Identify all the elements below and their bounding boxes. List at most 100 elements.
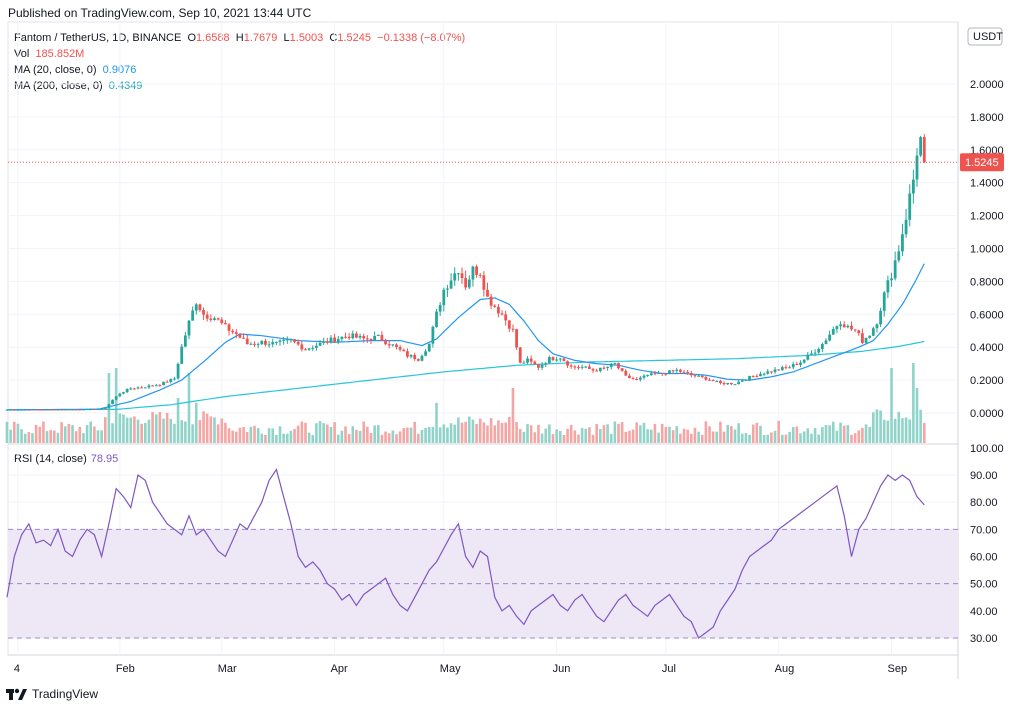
- volume-row[interactable]: Vol 185.852M: [14, 46, 465, 62]
- candle-body: [27, 409, 31, 411]
- candle-body: [540, 364, 544, 368]
- ma200-value: 0.4349: [108, 80, 143, 92]
- open-label: O: [187, 32, 196, 44]
- footer[interactable]: TradingView: [6, 687, 98, 701]
- volume-bar: [315, 423, 318, 443]
- candle-body: [770, 371, 773, 373]
- candle-body: [16, 409, 20, 411]
- ma20-row[interactable]: MA (20, close, 0) 0.9076: [14, 62, 465, 78]
- volume-bar: [362, 421, 366, 443]
- volume-bar: [457, 417, 460, 443]
- volume-bar: [373, 425, 376, 443]
- volume-bar: [100, 430, 103, 443]
- volume-bar: [628, 430, 631, 443]
- candle-body: [522, 362, 526, 364]
- volume-bar: [9, 429, 12, 443]
- volume-bar: [93, 426, 96, 443]
- volume-bar: [726, 424, 730, 443]
- ma200-row[interactable]: MA (200, close, 0) 0.4349: [14, 78, 465, 94]
- time-tick-label: Aug: [775, 663, 795, 675]
- volume-bar: [180, 420, 184, 443]
- volume-bar: [719, 421, 722, 443]
- axes: 2.0000 1.8000 1.6000 1.4000 1.2000 1.0000 0.80…: [8, 27, 1004, 675]
- candle-body: [609, 363, 613, 367]
- symbol-title[interactable]: Fantom / TetherUS, 1D, BINANCE: [14, 32, 182, 44]
- volume-bar: [366, 426, 369, 443]
- candle-body: [329, 337, 333, 343]
- volume-bar: [417, 433, 420, 443]
- time-tick-label: 4: [14, 663, 20, 675]
- candle-body: [733, 384, 737, 386]
- candle-body: [569, 365, 573, 367]
- candle-body: [624, 370, 628, 376]
- candle-body: [169, 378, 173, 382]
- candle-body: [60, 409, 63, 411]
- time-tick-label: Sep: [888, 663, 908, 675]
- volume-bar: [617, 423, 620, 443]
- volume-bar: [620, 421, 624, 443]
- candle-body: [577, 367, 580, 369]
- volume-bar: [584, 428, 588, 443]
- candle-body: [886, 280, 890, 293]
- candle-body: [431, 326, 435, 344]
- volume-bar: [733, 429, 737, 443]
- candle-body: [289, 339, 293, 341]
- volume-bar: [238, 427, 242, 443]
- candle-body: [318, 342, 322, 346]
- candle-body: [817, 348, 821, 353]
- candle-body: [103, 408, 107, 410]
- volume-bar: [307, 432, 311, 443]
- volume-bar: [540, 433, 544, 443]
- ma20-label: MA (20, close, 0): [14, 64, 97, 76]
- volume-bar: [671, 430, 675, 443]
- candle-body: [831, 329, 835, 335]
- candle-body: [162, 381, 165, 386]
- volume-bar: [340, 430, 344, 443]
- candle-body: [264, 340, 267, 345]
- volume-bar: [413, 421, 416, 443]
- volume-bar: [915, 388, 919, 443]
- volume-bar: [438, 427, 442, 443]
- volume-bar: [169, 418, 173, 443]
- volume-bar: [282, 433, 285, 443]
- candle-body: [791, 364, 795, 368]
- volume-bar: [508, 416, 511, 443]
- volume-bar: [522, 431, 526, 443]
- candle-body: [406, 351, 409, 357]
- candle-body: [649, 373, 653, 376]
- volume-bar: [580, 428, 584, 443]
- candle-body: [573, 366, 577, 368]
- candle-body: [107, 404, 111, 409]
- candle-body: [537, 364, 540, 368]
- candle-body: [689, 373, 693, 376]
- candle-body: [224, 323, 227, 325]
- volume-bar: [624, 431, 628, 443]
- candle-body: [260, 340, 264, 345]
- volume-bar: [475, 423, 478, 443]
- volume-bar: [355, 429, 358, 443]
- candle-body: [708, 379, 711, 381]
- candle-body: [835, 326, 839, 330]
- candle-body: [176, 363, 180, 379]
- candle-body: [67, 409, 71, 411]
- volume-bar: [631, 429, 635, 443]
- candle-body: [398, 346, 402, 350]
- candle-body: [402, 349, 406, 352]
- volume-bar: [442, 424, 446, 443]
- volume-bar: [573, 430, 577, 443]
- candle-body: [777, 369, 781, 371]
- candle-body: [828, 334, 832, 341]
- volume-bar: [821, 427, 824, 443]
- candle-body: [351, 333, 355, 339]
- volume-bar: [886, 420, 890, 443]
- volume-bar: [267, 428, 271, 443]
- candle-body: [82, 409, 85, 411]
- volume-bar: [831, 421, 835, 443]
- candle-body: [355, 333, 358, 338]
- volume-bar: [711, 431, 715, 443]
- candle-body: [566, 361, 569, 366]
- rsi-legend[interactable]: RSI (14, close) 78.95: [14, 453, 118, 465]
- candle-body: [133, 388, 136, 390]
- candle-body: [919, 137, 923, 156]
